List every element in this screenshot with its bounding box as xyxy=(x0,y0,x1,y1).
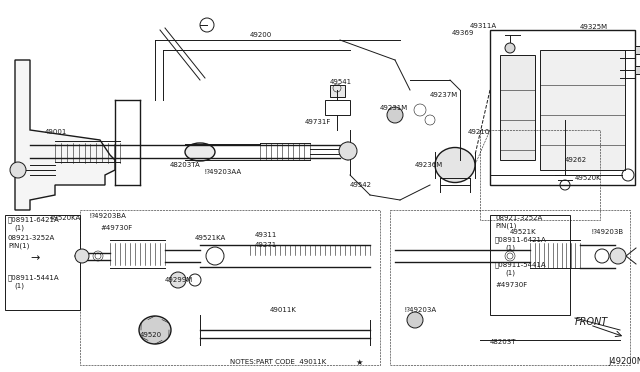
Text: 49210: 49210 xyxy=(468,129,490,135)
Text: ⓝ08911-6421A: ⓝ08911-6421A xyxy=(8,217,60,223)
Text: ⁉49203AA: ⁉49203AA xyxy=(205,169,242,175)
Circle shape xyxy=(407,312,423,328)
Text: PIN(1): PIN(1) xyxy=(8,243,29,249)
Text: ★: ★ xyxy=(355,357,362,366)
Text: ⁉49203BA: ⁉49203BA xyxy=(90,213,127,219)
Circle shape xyxy=(505,43,515,53)
Text: 48203T: 48203T xyxy=(490,339,516,345)
Circle shape xyxy=(75,249,89,263)
Text: →: → xyxy=(30,253,40,263)
Bar xyxy=(330,85,345,97)
Circle shape xyxy=(170,272,186,288)
Text: 49731F: 49731F xyxy=(305,119,332,125)
Text: 08921-3252A: 08921-3252A xyxy=(8,235,55,241)
Text: ⓝ08911-5441A: ⓝ08911-5441A xyxy=(495,262,547,268)
Bar xyxy=(635,66,640,74)
Bar xyxy=(480,130,600,220)
Text: 49369: 49369 xyxy=(452,30,474,36)
Text: 49521K: 49521K xyxy=(510,229,536,235)
Polygon shape xyxy=(500,55,535,160)
Text: 49521KA: 49521KA xyxy=(195,235,227,241)
Circle shape xyxy=(610,248,626,264)
Text: 49299M: 49299M xyxy=(165,277,193,283)
Bar xyxy=(325,100,350,115)
Bar xyxy=(5,215,80,310)
Text: 49236M: 49236M xyxy=(415,162,444,168)
Text: 49311: 49311 xyxy=(255,232,277,238)
Text: 49262: 49262 xyxy=(565,157,587,163)
Text: 49520KA: 49520KA xyxy=(50,215,81,221)
Text: PIN(1): PIN(1) xyxy=(495,223,516,229)
Bar xyxy=(635,46,640,54)
Text: (1): (1) xyxy=(14,225,24,231)
Text: NOTES:PART CODE  49011K: NOTES:PART CODE 49011K xyxy=(230,359,326,365)
Circle shape xyxy=(339,142,357,160)
Text: 08921-3252A: 08921-3252A xyxy=(495,215,542,221)
Text: #49730F: #49730F xyxy=(495,282,527,288)
Text: ⁉49203B: ⁉49203B xyxy=(592,229,624,235)
Text: #49730F: #49730F xyxy=(100,225,132,231)
Text: (1): (1) xyxy=(14,283,24,289)
Circle shape xyxy=(387,107,403,123)
Text: 49011K: 49011K xyxy=(270,307,297,313)
Ellipse shape xyxy=(435,148,475,183)
Text: (1): (1) xyxy=(505,245,515,251)
Text: 48203TA: 48203TA xyxy=(170,162,201,168)
Text: 49520: 49520 xyxy=(140,332,162,338)
Text: 49237M: 49237M xyxy=(430,92,458,98)
Polygon shape xyxy=(15,60,115,210)
Text: ⓝ08911-6421A: ⓝ08911-6421A xyxy=(495,237,547,243)
Circle shape xyxy=(10,162,26,178)
Text: ⁉49203A: ⁉49203A xyxy=(405,307,437,313)
Text: (1): (1) xyxy=(505,270,515,276)
Bar xyxy=(490,30,635,185)
Text: 49001: 49001 xyxy=(45,129,67,135)
Text: 49311A: 49311A xyxy=(470,23,497,29)
Text: 49541: 49541 xyxy=(330,79,352,85)
Text: 49271: 49271 xyxy=(255,242,277,248)
Bar xyxy=(540,50,625,170)
Ellipse shape xyxy=(185,143,215,161)
Ellipse shape xyxy=(139,316,171,344)
Text: 49542: 49542 xyxy=(350,182,372,188)
Text: 49520K: 49520K xyxy=(575,175,602,181)
Text: 49200: 49200 xyxy=(250,32,272,38)
Text: FRONT: FRONT xyxy=(575,317,608,327)
Text: 49325M: 49325M xyxy=(580,24,608,30)
Text: J49200N4: J49200N4 xyxy=(608,357,640,366)
Bar xyxy=(390,210,630,365)
Bar xyxy=(490,215,570,315)
Text: ⓝ08911-5441A: ⓝ08911-5441A xyxy=(8,275,60,281)
Text: 49231M: 49231M xyxy=(380,105,408,111)
Bar xyxy=(80,210,380,365)
